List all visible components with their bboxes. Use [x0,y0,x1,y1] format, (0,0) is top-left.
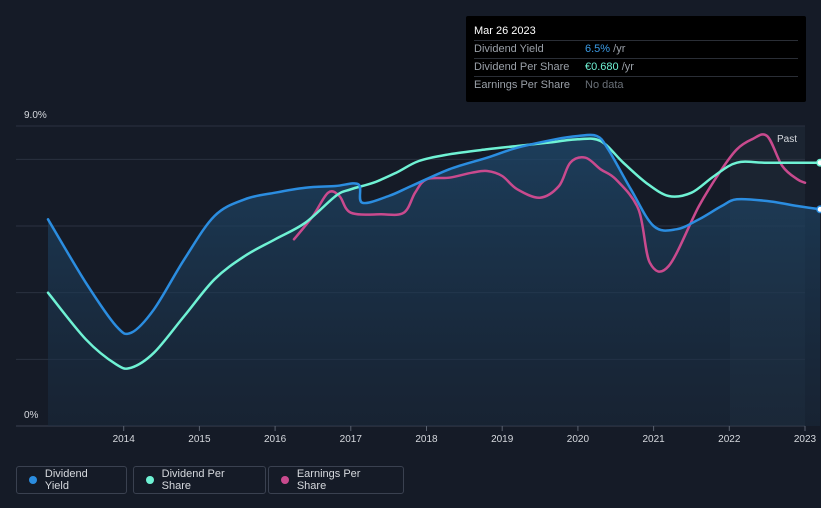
tooltip-unit: /yr [610,43,626,55]
dividend-yield-end-marker [816,205,821,214]
legend-dot [281,476,289,484]
legend-item-earnings-per-share[interactable]: Earnings Per Share [268,466,404,494]
tooltip-row-dps: Dividend Per Share €0.680 /yr [474,58,798,76]
x-tick-label: 2019 [491,434,514,445]
x-axis-ticks: 2014 2015 2016 2017 2018 2019 2020 2021 2022 2023 [113,426,817,445]
x-tick-label: 2023 [794,434,817,445]
tooltip-value-wrapper: 6.5% /yr [585,41,625,58]
x-tick-label: 2021 [642,434,665,445]
x-tick-label: 2018 [415,434,438,445]
tooltip-row-eps: Earnings Per Share No data [474,76,798,94]
legend-item-dividend-per-share[interactable]: Dividend Per Share [133,466,266,494]
y-tick-label-top: 9.0% [24,110,47,121]
x-tick-label: 2022 [718,434,741,445]
tooltip-date: Mar 26 2023 [474,25,536,37]
end-markers [816,158,821,214]
tooltip-row-yield: Dividend Yield 6.5% /yr [474,40,798,58]
x-tick-label: 2014 [113,434,136,445]
legend-label: Earnings Per Share [296,468,361,492]
y-tick-label-bottom: 0% [24,410,39,421]
tooltip-label: Dividend Yield [474,43,544,55]
dividend-yield-line [46,133,821,336]
x-tick-label: 2020 [567,434,590,445]
tooltip-value-wrapper: No data [585,77,624,94]
earnings-per-share-line [292,133,807,273]
tooltip: Mar 26 2023 Dividend Yield 6.5% /yr Divi… [466,16,806,102]
series-lines [46,133,821,370]
legend-item-dividend-yield[interactable]: Dividend Yield [16,466,127,494]
dividend-per-share-line [46,137,821,370]
dividend-yield-area [48,134,821,427]
tooltip-label: Dividend Per Share [474,61,570,73]
dividend-per-share-end-marker [816,158,821,167]
tooltip-unit: /yr [618,61,634,73]
x-tick-label: 2017 [340,434,363,445]
tooltip-value-wrapper: €0.680 /yr [585,59,634,76]
tooltip-value-dps: €0.680 [585,61,619,73]
tooltip-value-eps: No data [585,79,624,91]
legend-dot [29,476,37,484]
legend-dot [146,476,154,484]
legend-label: Dividend Per Share [161,468,225,492]
x-tick-label: 2015 [188,434,211,445]
tooltip-label: Earnings Per Share [474,79,570,91]
past-label: Past [777,134,797,145]
tooltip-value-yield: 6.5% [585,43,611,55]
x-tick-label: 2016 [264,434,287,445]
legend-label: Dividend Yield [44,468,88,492]
